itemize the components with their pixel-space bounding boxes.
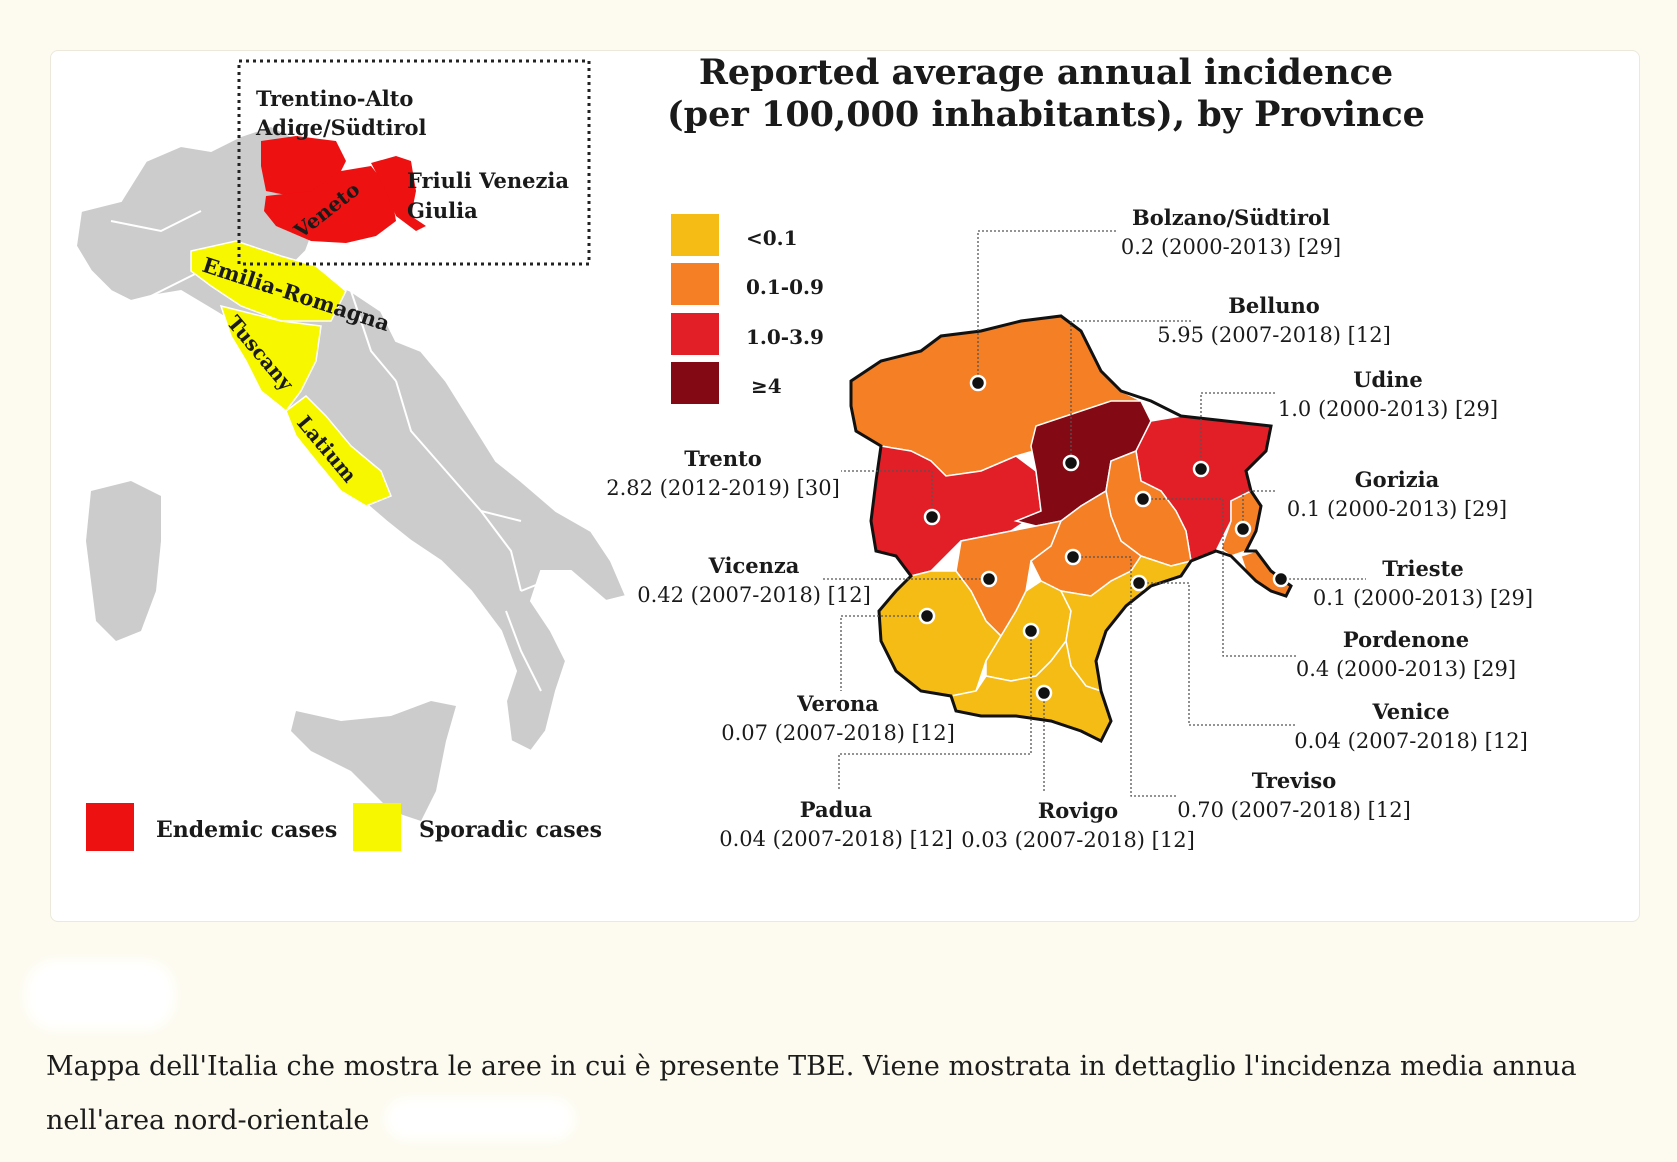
belluno-name: Belluno [1228, 293, 1320, 318]
label-trentino-1: Trentino-Alto [256, 86, 413, 111]
rovigo-value: 0.03 (2007-2018) [12] [961, 828, 1195, 852]
map-title-line2: (per 100,000 inhabitants), by Province [667, 94, 1425, 135]
bolzano-name: Bolzano/Südtirol [1132, 205, 1330, 230]
pordenone-name: Pordenone [1343, 627, 1469, 652]
pordenone-value: 0.4 (2000-2013) [29] [1296, 657, 1516, 681]
rovigo-name: Rovigo [1038, 798, 1118, 823]
legend-label-endemic: Endemic cases [156, 817, 337, 843]
legend-swatch-sporadic [353, 803, 401, 851]
dot-verona [918, 607, 936, 625]
tuscany-region [219, 304, 322, 413]
label-friuli-2: Giulia [407, 198, 478, 223]
figure-card: Trentino-Alto Adige/Südtirol Veneto Friu… [50, 50, 1640, 922]
legend-label-10-39: 1.0-3.9 [746, 325, 824, 349]
region-borders [110, 210, 572, 692]
redaction-top-right [1471, 51, 1621, 111]
dot-belluno [1062, 454, 1080, 472]
emilia-romagna-region [190, 240, 347, 322]
legend-swatch-gte4 [671, 362, 719, 404]
legend-label-gte4: ≥4 [751, 374, 782, 398]
vicenza-value: 0.42 (2007-2018) [12] [637, 583, 871, 607]
sardinia [86, 481, 161, 641]
legend-swatch-10-39 [671, 313, 719, 355]
udine-name: Udine [1353, 367, 1423, 392]
northeast-map: Reported average annual incidence (per 1… [606, 52, 1533, 852]
bolzano-value: 0.2 (2000-2013) [29] [1121, 235, 1341, 259]
verona-value: 0.07 (2007-2018) [12] [721, 721, 955, 745]
northeast-outline [849, 314, 1293, 744]
padua-value: 0.04 (2007-2018) [12] [719, 827, 953, 851]
redaction-caption [385, 1098, 575, 1140]
label-friuli-1: Friuli Venezia [407, 168, 569, 193]
friuli-region [371, 156, 426, 231]
figure-caption: Mappa dell'Italia che mostra le aree in … [46, 1040, 1606, 1148]
dot-treviso [1064, 548, 1082, 566]
trento-name: Trento [684, 446, 762, 471]
dot-bolzano [969, 374, 987, 392]
trieste-value: 0.1 (2000-2013) [29] [1313, 586, 1533, 610]
treviso-name: Treviso [1252, 768, 1337, 793]
gorizia-value: 0.1 (2000-2013) [29] [1287, 497, 1507, 521]
legend-label-lt01: <0.1 [746, 226, 798, 250]
dot-trento [923, 508, 941, 526]
padua-name: Padua [800, 797, 873, 822]
caption-line1: Mappa dell'Italia che mostra le aree in … [46, 1051, 1577, 1082]
venice-value: 0.04 (2007-2018) [12] [1294, 729, 1528, 753]
trentino-region [261, 136, 346, 196]
legend-label-01-09: 0.1-0.9 [746, 275, 824, 299]
sicily [291, 701, 456, 821]
dot-padua [1022, 622, 1040, 640]
zoom-box [237, 59, 591, 266]
treviso-value: 0.70 (2007-2018) [12] [1177, 798, 1411, 822]
province-dots [918, 374, 1290, 702]
legend-swatch-endemic [86, 803, 134, 851]
udine-value: 1.0 (2000-2013) [29] [1278, 397, 1498, 421]
dot-vicenza [980, 570, 998, 588]
dot-gorizia [1234, 520, 1252, 538]
trento-value: 2.82 (2012-2019) [30] [606, 476, 840, 500]
leader-lines [821, 230, 1366, 797]
belluno-value: 5.95 (2007-2018) [12] [1157, 323, 1391, 347]
dot-trieste [1272, 570, 1290, 588]
venice-name: Venice [1371, 699, 1449, 724]
label-trentino-2: Adige/Südtirol [255, 115, 427, 140]
verona-name: Verona [796, 691, 879, 716]
dot-rovigo [1035, 684, 1053, 702]
dot-pordenone [1134, 490, 1152, 508]
trieste-name: Trieste [1382, 556, 1463, 581]
vicenza-name: Vicenza [708, 553, 800, 578]
dot-udine [1192, 460, 1210, 478]
caption-line2-text: nell'area nord-orientale [46, 1105, 370, 1136]
gorizia-name: Gorizia [1355, 467, 1440, 492]
veneto-region [264, 166, 396, 243]
redaction-under-figure [25, 960, 175, 1030]
latium-region [285, 395, 392, 507]
legend-label-sporadic: Sporadic cases [419, 817, 602, 843]
legend-swatch-lt01 [671, 214, 719, 256]
dot-venice [1130, 574, 1148, 592]
legend-swatch-01-09 [671, 263, 719, 305]
caption-line2: nell'area nord-orientale [46, 1094, 1606, 1148]
map-title-line1: Reported average annual incidence [699, 52, 1393, 93]
figure-svg: Trentino-Alto Adige/Südtirol Veneto Friu… [74, 52, 1533, 852]
italy-map: Trentino-Alto Adige/Südtirol Veneto Friu… [74, 59, 628, 851]
